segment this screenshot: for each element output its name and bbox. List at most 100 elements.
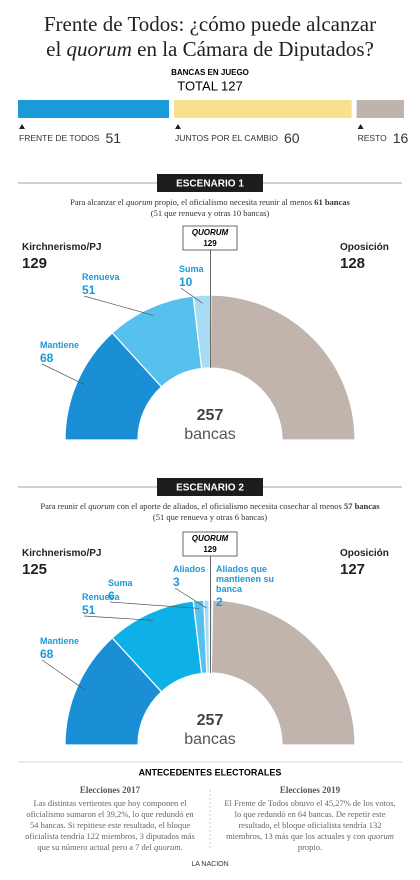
segment-value: 6	[108, 589, 115, 603]
segment-label: Renueva 51	[82, 272, 120, 297]
segment-name: Renueva	[82, 272, 120, 282]
marker	[19, 124, 25, 129]
text: Para reunir el	[40, 501, 89, 511]
group-value: 129	[22, 255, 48, 272]
legend-label: JUNTOS POR EL CAMBIO 60	[175, 130, 300, 146]
bar-subtitle: TOTAL 127	[177, 78, 243, 93]
leader-line	[83, 615, 154, 621]
legend-name: JUNTOS POR EL CAMBIO	[175, 133, 278, 143]
segment-label: Oposición 128	[340, 242, 389, 271]
group-name: Kirchnerismo/PJ	[22, 242, 102, 253]
marker	[174, 124, 181, 129]
legend-value: 60	[284, 130, 300, 146]
segment-name: Aliados que mantienen su banca	[216, 564, 275, 594]
total-label: bancas	[184, 731, 236, 748]
donut-segment	[210, 599, 356, 746]
title-text: en la Cámara de Diputados?	[131, 37, 374, 61]
leader-line	[41, 363, 85, 386]
segment-label: Mantiene 68	[40, 636, 80, 661]
text: (51 que renueva y otras 10 bancas)	[150, 208, 270, 218]
text: propio, el oficialismo necesita reunir a…	[152, 197, 315, 207]
group-value: 125	[22, 561, 48, 578]
column: Elecciones 2019 El Frente de Todos obtuv…	[222, 785, 398, 853]
group-name: Kirchnerismo/PJ	[22, 548, 102, 559]
scenario-heading: ESCENARIO 1	[176, 179, 244, 190]
text: 57 bancas	[343, 501, 380, 511]
quorum-label: QUORUM	[192, 228, 229, 237]
segment-label: Oposición 127	[340, 548, 389, 578]
text: quorum	[154, 842, 181, 852]
title-text: el	[46, 37, 67, 61]
segment-value: 68	[40, 351, 54, 365]
quorum-value: 129	[203, 239, 217, 248]
title: Frente de Todos: ¿cómo puede alcanzar el…	[0, 12, 420, 62]
legend-name: FRENTE DE TODOS	[19, 133, 100, 143]
legend-value: 51	[105, 130, 121, 146]
text: (51 que renueva y otras 6 bancas)	[152, 512, 268, 522]
group-label: Kirchnerismo/PJ 125	[22, 548, 102, 578]
title-text: quorum	[66, 37, 132, 61]
segment-name: Suma	[179, 264, 204, 274]
total-label: bancas	[184, 426, 236, 443]
segment-value: 51	[82, 603, 96, 617]
column-title: Elecciones 2017	[79, 785, 141, 795]
text: quorum	[126, 197, 153, 207]
quorum-label: QUORUM	[192, 534, 229, 543]
segment-label: Aliados 3	[173, 564, 206, 589]
footer: LA NACION	[191, 861, 228, 868]
legend-name: RESTO	[358, 133, 388, 143]
text: quorum	[88, 501, 115, 511]
scenario-text: Para alcanzar el quorum propio, el ofici…	[20, 197, 400, 219]
segment-name: Mantiene	[40, 340, 80, 350]
segment-label: Suma 10	[179, 264, 204, 289]
text: Para alcanzar el	[70, 197, 127, 207]
segment-value: 2	[216, 595, 223, 609]
segment-name: Suma	[108, 578, 133, 588]
column: Elecciones 2017 Las distintas vertientes…	[22, 785, 198, 853]
segment-value: 127	[340, 561, 366, 578]
leader-line	[174, 587, 207, 609]
segment-name: Mantiene	[40, 636, 80, 646]
quorum-value: 129	[203, 545, 217, 554]
segment-label: Renueva 51	[82, 592, 120, 617]
total-value: 257	[197, 407, 224, 424]
leader-line	[41, 659, 85, 690]
quorum-box	[182, 531, 238, 557]
segment-value: 3	[173, 575, 180, 589]
bar-segment	[356, 100, 404, 118]
segment-name: Aliados	[173, 564, 206, 574]
leader-line	[109, 601, 200, 609]
segment-value: 51	[82, 283, 96, 297]
segment-label: Aliados que mantienen su banca 2	[216, 564, 296, 609]
text: propio.	[297, 842, 323, 852]
segment-name: Oposición	[340, 548, 389, 559]
marker	[357, 124, 364, 129]
bar-segment	[173, 100, 352, 118]
section-title: ANTECEDENTES ELECTORALES	[139, 767, 282, 777]
total-value: 257	[197, 712, 224, 729]
title-text: Frente de Todos: ¿cómo puede alcanzar	[43, 12, 377, 36]
quorum-box	[182, 225, 238, 251]
segment-name: Renueva	[82, 592, 120, 602]
heading-box	[157, 478, 263, 496]
leader-line	[83, 295, 154, 316]
legend-value: 16	[393, 130, 409, 146]
text: Las distintas vertientes que hoy compone…	[25, 798, 195, 852]
text: .	[180, 842, 183, 852]
leader-line	[180, 287, 203, 304]
text: quorum	[367, 831, 394, 841]
text: El Frente de Todos obtuvo el 45,27% de l…	[224, 798, 396, 841]
segment-value: 68	[40, 647, 54, 661]
segment-value: 10	[179, 275, 193, 289]
segment-label: Suma 6	[108, 578, 133, 603]
segment-name: Oposición	[340, 242, 389, 253]
heading-box	[157, 174, 263, 192]
text: 61 bancas	[314, 197, 350, 207]
donut-segment	[209, 294, 356, 441]
legend-label: RESTO 16	[358, 130, 409, 146]
column-title: Elecciones 2019	[279, 785, 341, 795]
segment-label: Mantiene 68	[40, 340, 80, 365]
legend-label: FRENTE DE TODOS 51	[19, 130, 121, 146]
